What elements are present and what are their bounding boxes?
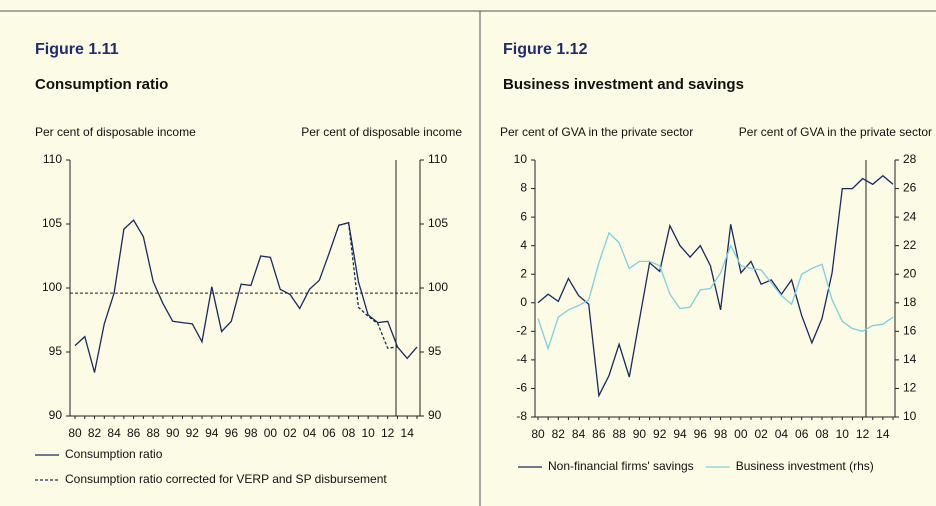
chart-title: Consumption ratio [35,76,168,93]
x-tick-label: 10 [361,426,375,440]
x-tick-label: 08 [815,427,829,441]
y2-tick-label: 105 [428,216,448,230]
legend-label: Consumption ratio corrected for VERP and… [65,472,387,486]
y-tick-label: 2 [520,266,527,280]
y2-axis-label: Per cent of disposable income [301,125,462,139]
series-line [537,174,894,398]
y-axis-label: Per cent of GVA in the private sector [500,125,693,139]
series-line [338,221,398,349]
legend-label: Consumption ratio [65,447,163,461]
x-tick-label: 00 [734,427,748,441]
x-tick-label: 88 [146,426,160,440]
x-tick-label: 90 [166,426,180,440]
x-tick-label: 88 [612,427,626,441]
y-tick-label: -8 [516,409,527,423]
y-tick-label: 100 [42,280,62,294]
figure-label: Figure 1.12 [503,41,588,58]
x-tick-label: 82 [552,427,566,441]
x-tick-label: 06 [322,426,336,440]
legend-label: Business investment (rhs) [736,459,874,473]
x-tick-label: 04 [775,427,789,441]
x-tick-label: 80 [531,427,545,441]
y-tick-label: -6 [516,381,527,395]
x-tick-label: 92 [653,427,667,441]
x-tick-label: 90 [633,427,647,441]
y-tick-label: 110 [43,152,62,166]
y-axis-label: Per cent of disposable income [35,125,196,139]
x-tick-label: 98 [714,427,728,441]
x-tick-label: 08 [342,426,356,440]
x-tick-label: 80 [68,426,82,440]
y2-tick-label: 12 [903,381,917,395]
y-tick-label: 90 [49,408,63,422]
y2-axis-label: Per cent of GVA in the private sector [739,125,932,139]
y2-tick-label: 22 [903,238,917,252]
x-tick-label: 00 [264,426,278,440]
y2-tick-label: 24 [903,209,917,223]
y-tick-label: -4 [516,352,527,366]
x-tick-label: 96 [694,427,708,441]
x-tick-label: 06 [795,427,809,441]
y2-tick-label: 100 [428,280,448,294]
x-tick-label: 02 [283,426,297,440]
x-tick-label: 94 [205,426,219,440]
y-tick-label: -2 [516,324,527,338]
y2-tick-label: 110 [428,152,447,166]
y-tick-label: 4 [520,238,527,252]
x-tick-label: 12 [381,426,395,440]
y-tick-label: 6 [520,209,527,223]
y2-tick-label: 28 [903,152,917,166]
y2-tick-label: 14 [903,352,917,366]
y2-tick-label: 20 [903,266,917,280]
x-tick-label: 04 [303,426,317,440]
x-tick-label: 86 [127,426,141,440]
x-tick-label: 14 [876,427,890,441]
y-tick-label: 10 [514,152,528,166]
y2-tick-label: 26 [903,181,917,195]
x-tick-label: 86 [592,427,606,441]
y2-tick-label: 16 [903,324,917,338]
legend-label: Non-financial firms' savings [548,459,694,473]
chart-title: Business investment and savings [503,76,744,93]
figure-label: Figure 1.11 [35,41,119,58]
series-line [537,231,894,351]
x-tick-label: 84 [107,426,121,440]
y2-tick-label: 95 [428,344,442,358]
series-line [74,219,418,373]
y2-tick-label: 10 [903,409,917,423]
x-tick-label: 84 [572,427,586,441]
x-tick-label: 96 [225,426,239,440]
y-tick-label: 95 [49,344,63,358]
x-tick-label: 98 [244,426,258,440]
y-tick-label: 8 [520,181,527,195]
x-tick-label: 12 [856,427,870,441]
y2-tick-label: 18 [903,295,917,309]
y-tick-label: 0 [520,295,527,309]
y2-tick-label: 90 [428,408,442,422]
x-tick-label: 92 [186,426,200,440]
x-tick-label: 82 [88,426,102,440]
x-tick-label: 02 [754,427,768,441]
x-tick-label: 14 [401,426,415,440]
y-tick-label: 105 [42,216,62,230]
x-tick-label: 10 [836,427,850,441]
x-tick-label: 94 [673,427,687,441]
